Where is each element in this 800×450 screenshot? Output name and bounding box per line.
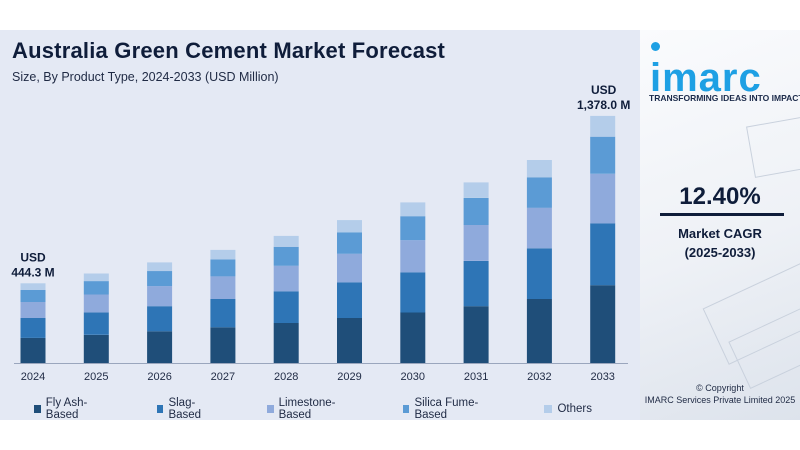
chart-title: Australia Green Cement Market Forecast — [12, 38, 446, 63]
bar-segment — [463, 224, 489, 261]
bar-segment — [526, 177, 552, 208]
bar-segment — [83, 281, 109, 295]
bar-segment — [400, 240, 426, 273]
bar-segment — [210, 249, 236, 260]
legend-swatch — [544, 405, 553, 413]
x-tick-label: 2031 — [464, 371, 488, 383]
legend-item: Fly Ash-Based — [34, 397, 109, 421]
cagr-period: (2025-2033) — [684, 245, 756, 260]
bar-segment — [83, 273, 109, 282]
total-value-annotation: 1,378.0 M — [577, 98, 630, 112]
bar-segment — [83, 334, 109, 363]
bar-segment — [463, 261, 489, 307]
bar-segment — [590, 173, 616, 224]
bar-segment — [400, 312, 426, 363]
cagr-label: Market CAGR — [678, 226, 762, 241]
bar-segment — [590, 136, 616, 174]
copyright-text: © Copyright — [696, 383, 744, 393]
bar-segment — [463, 197, 489, 225]
bar-segment — [210, 327, 236, 363]
bar-segment — [147, 331, 173, 363]
x-tick-label: 2025 — [84, 371, 108, 383]
bar-segment — [590, 223, 616, 286]
legend-swatch — [266, 405, 274, 413]
background-chart-decoration — [746, 114, 800, 178]
bar-segment — [147, 286, 173, 307]
bar-segment — [590, 115, 616, 137]
cagr-value: 12.40% — [679, 183, 761, 210]
side-panel: imarc TRANSFORMING IDEAS INTO IMPACT 12.… — [640, 30, 800, 420]
bar-segment — [273, 246, 299, 266]
bar-segment — [210, 259, 236, 277]
bar-segment — [590, 285, 616, 363]
x-tick-label: 2028 — [274, 371, 298, 383]
bar-segment — [463, 306, 489, 363]
bar-segment — [463, 182, 489, 198]
bar-segment — [400, 272, 426, 313]
bar-segment — [147, 306, 173, 332]
bar-segment — [210, 276, 236, 299]
bar-segment — [273, 291, 299, 323]
bar-segment — [526, 299, 552, 363]
chart-panel: 2024 2025 2026 2027 2028 2029 2030 2031 2032 2033… — [0, 30, 640, 421]
x-tick-label: 2027 — [211, 371, 235, 383]
legend-label: Limestone-Based — [278, 397, 336, 421]
bar-segment — [400, 216, 426, 241]
bar-segment — [20, 318, 46, 338]
x-tick-label: 2033 — [590, 371, 614, 383]
bar-segment — [337, 318, 362, 363]
legend-label: Slag-Based — [168, 397, 202, 421]
bar-segment — [20, 337, 46, 363]
legend-label: Silica Fume-Based — [414, 397, 479, 421]
chart-legend: Fly Ash-Based Slag-Based Limestone-Based Si… — [34, 397, 640, 421]
bar-segment — [20, 290, 46, 302]
bar-segment — [526, 160, 552, 178]
total-value-annotation: 444.3 M — [11, 265, 54, 279]
bar-segment — [83, 294, 109, 313]
bar-segment — [526, 248, 552, 299]
bar-segment — [337, 220, 362, 233]
bar-segment — [337, 282, 362, 318]
bar-segment — [273, 235, 299, 247]
company-name: IMARC Services Private Limited 2025 — [644, 395, 796, 405]
bar-segment — [337, 253, 362, 283]
total-value-annotation: USD — [20, 250, 46, 264]
x-tick-label: 2026 — [147, 371, 171, 383]
bar-chart: 2024 2025 2026 2027 2028 2029 2030 2031 2032 2033… — [11, 83, 630, 383]
legend-swatch — [34, 405, 41, 413]
bar-segment — [273, 323, 299, 363]
legend-label: Others — [557, 403, 592, 415]
legend-item: Others — [544, 397, 592, 421]
legend-item: Limestone-Based — [266, 397, 355, 421]
bar-segment — [400, 202, 426, 217]
logo-tagline: TRANSFORMING IDEAS INTO IMPACT — [649, 93, 800, 103]
chart-subtitle: Size, By Product Type, 2024-2033 (USD Mi… — [12, 70, 279, 84]
bar-segment — [83, 312, 109, 335]
legend-label: Fly Ash-Based — [45, 397, 88, 421]
bar-segment — [147, 262, 173, 272]
total-value-annotation: USD — [591, 83, 617, 97]
imarc-logo: imarc — [650, 56, 762, 100]
legend-swatch — [402, 405, 410, 413]
x-tick-label: 2029 — [337, 371, 361, 383]
bar-segment — [273, 265, 299, 292]
x-tick-label: 2032 — [527, 371, 551, 383]
bar-segment — [20, 302, 46, 318]
cagr-divider — [660, 213, 784, 216]
bar-segment — [20, 283, 46, 290]
legend-item: Silica Fume-Based — [402, 397, 497, 421]
bar-segment — [147, 271, 173, 287]
bar-segment — [526, 207, 552, 249]
bar-segment — [210, 299, 236, 328]
bar-segment — [337, 232, 362, 254]
imarc-logo-dot — [651, 42, 660, 51]
legend-item: Slag-Based — [156, 397, 219, 421]
x-tick-label: 2024 — [21, 371, 45, 383]
x-tick-label: 2030 — [401, 371, 425, 383]
legend-swatch — [156, 405, 164, 413]
